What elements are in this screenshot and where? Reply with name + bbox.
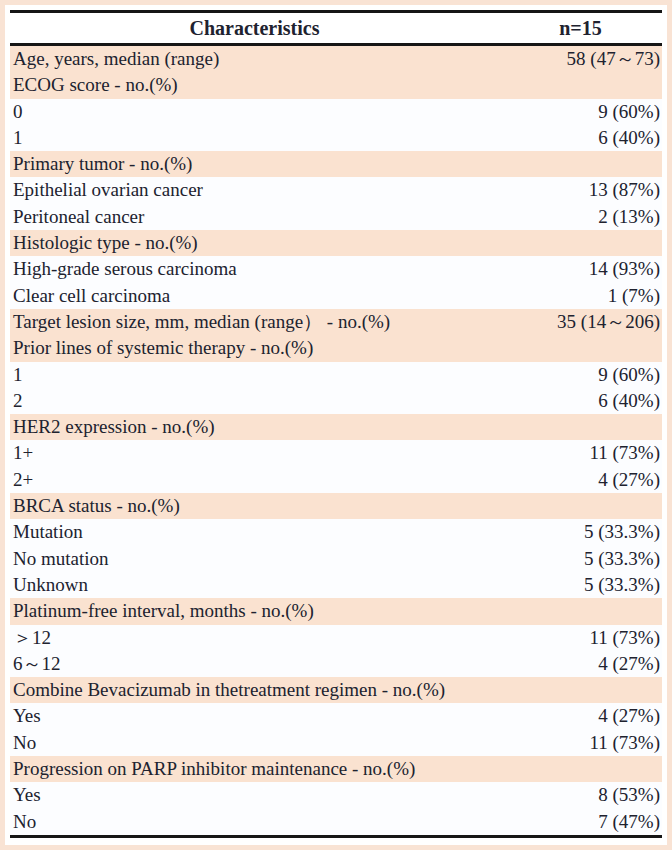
row-label: No mutation [10,546,499,572]
row-value [499,72,662,98]
row-label: 1 [10,362,499,388]
table-row: Platinum-free interval, months - no.(%) [10,598,662,624]
row-value [499,414,662,440]
row-value: 1 (7%) [499,283,662,309]
table-row: Target lesion size, mm, median (range） -… [10,309,662,335]
row-value: 58 (47～73) [499,45,662,73]
row-value: 8 (53%) [499,782,662,808]
table-row: Primary tumor - no.(%) [10,151,662,177]
row-label: 2+ [10,467,499,493]
row-value: 14 (93%) [499,256,662,282]
row-label: BRCA status - no.(%) [10,493,499,519]
table-row: HER2 expression - no.(%) [10,414,662,440]
col-header-characteristics: Characteristics [10,12,499,45]
table-body: Age, years, median (range)58 (47～73)ECOG… [10,45,662,837]
table-row: Histologic type - no.(%) [10,230,662,256]
row-value: 11 (73%) [499,730,662,756]
row-value: 11 (73%) [499,440,662,466]
row-label: No [10,730,499,756]
row-value: 4 (27%) [499,467,662,493]
row-value: 5 (33.3%) [499,519,662,545]
row-value [499,756,662,782]
row-label: Target lesion size, mm, median (range） -… [10,309,499,335]
row-label: HER2 expression - no.(%) [10,414,499,440]
row-value [499,598,662,624]
table-row: Clear cell carcinoma1 (7%) [10,283,662,309]
row-value [499,677,662,703]
table-row: BRCA status - no.(%) [10,493,662,519]
row-label: Yes [10,782,499,808]
row-value [499,335,662,361]
table-row: Age, years, median (range)58 (47～73) [10,45,662,73]
row-value: 35 (14～206) [499,309,662,335]
table-row: Prior lines of systemic therapy - no.(%) [10,335,662,361]
table-row: 19 (60%) [10,362,662,388]
table-row: 26 (40%) [10,388,662,414]
row-label: Histologic type - no.(%) [10,230,499,256]
table-header: Characteristics n=15 [10,12,662,45]
row-label: High-grade serous carcinoma [10,256,499,282]
table-row: No mutation5 (33.3%) [10,546,662,572]
table-row: Progression on PARP inhibitor maintenanc… [10,756,662,782]
table-row: Combine Bevacizumab in thetreatment regi… [10,677,662,703]
row-value: 6 (40%) [499,388,662,414]
row-label: Primary tumor - no.(%) [10,151,499,177]
row-value: 2 (13%) [499,204,662,230]
table-row: ECOG score - no.(%) [10,72,662,98]
row-label: 1 [10,125,499,151]
row-label: 2 [10,388,499,414]
row-value: 13 (87%) [499,177,662,203]
col-header-n: n=15 [499,12,662,45]
table-row: High-grade serous carcinoma14 (93%) [10,256,662,282]
table-row: No11 (73%) [10,730,662,756]
row-label: Mutation [10,519,499,545]
row-label: Unknown [10,572,499,598]
row-label: Combine Bevacizumab in thetreatment regi… [10,677,499,703]
row-label: No [10,809,499,837]
row-value: 5 (33.3%) [499,546,662,572]
row-label: Clear cell carcinoma [10,283,499,309]
row-value: 4 (27%) [499,703,662,729]
row-value: 9 (60%) [499,99,662,125]
row-label: Peritoneal cancer [10,204,499,230]
table-row: Epithelial ovarian cancer13 (87%) [10,177,662,203]
row-value [499,230,662,256]
table-row: 1+11 (73%) [10,440,662,466]
table-row: Unknown5 (33.3%) [10,572,662,598]
table-row: Mutation5 (33.3%) [10,519,662,545]
row-label: 1+ [10,440,499,466]
row-label: Epithelial ovarian cancer [10,177,499,203]
table-row: ＞1211 (73%) [10,625,662,651]
row-label: Age, years, median (range) [10,45,499,73]
row-value: 5 (33.3%) [499,572,662,598]
row-value [499,151,662,177]
row-label: Platinum-free interval, months - no.(%) [10,598,499,624]
row-value: 6 (40%) [499,125,662,151]
table-row: 16 (40%) [10,125,662,151]
table-row: No7 (47%) [10,809,662,837]
table-row: Yes4 (27%) [10,703,662,729]
row-label: Progression on PARP inhibitor maintenanc… [10,756,499,782]
row-label: 0 [10,99,499,125]
table-row: Peritoneal cancer2 (13%) [10,204,662,230]
table-row: Yes8 (53%) [10,782,662,808]
row-label: ＞12 [10,625,499,651]
row-value: 11 (73%) [499,625,662,651]
row-label: Prior lines of systemic therapy - no.(%) [10,335,499,361]
row-value: 4 (27%) [499,651,662,677]
header-row: Characteristics n=15 [10,12,662,45]
characteristics-table: Characteristics n=15 Age, years, median … [10,10,662,838]
row-label: Yes [10,703,499,729]
table-row: 6～124 (27%) [10,651,662,677]
table-row: 09 (60%) [10,99,662,125]
row-label: ECOG score - no.(%) [10,72,499,98]
page-frame: Characteristics n=15 Age, years, median … [0,0,672,850]
row-value: 9 (60%) [499,362,662,388]
row-label: 6～12 [10,651,499,677]
table-row: 2+4 (27%) [10,467,662,493]
row-value: 7 (47%) [499,809,662,837]
row-value [499,493,662,519]
